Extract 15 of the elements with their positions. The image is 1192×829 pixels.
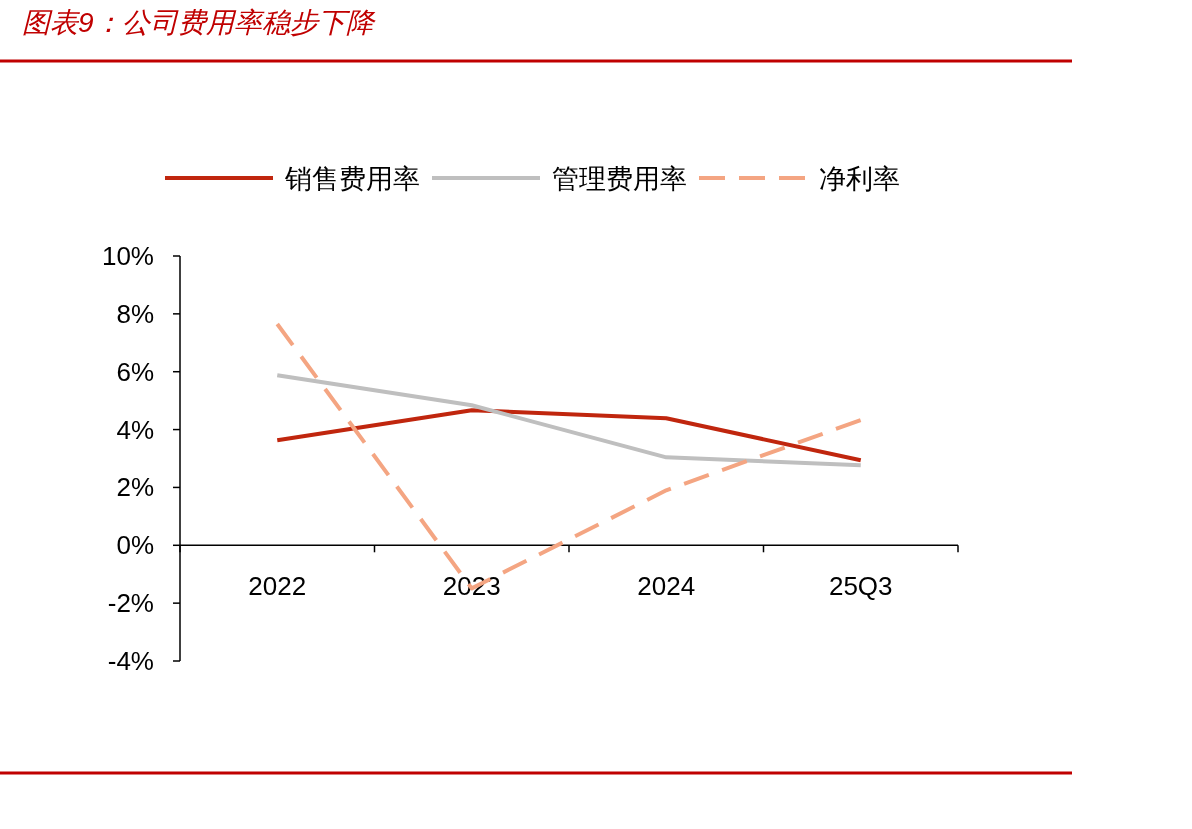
x-tick-label: 2024 xyxy=(637,571,696,602)
y-tick-label: 6% xyxy=(116,356,154,387)
legend-label: 净利率 xyxy=(819,164,900,194)
y-tick-label: 4% xyxy=(116,414,154,445)
y-tick-label: 10% xyxy=(101,241,154,271)
y-tick-label: 0% xyxy=(116,530,154,561)
y-tick-label: -4% xyxy=(107,646,154,676)
legend-label: 管理费用率 xyxy=(552,164,687,194)
y-tick-label: 2% xyxy=(116,472,154,503)
y-tick-label: -2% xyxy=(107,588,154,619)
x-tick-label: 2022 xyxy=(248,571,307,602)
x-tick-label: 25Q3 xyxy=(828,571,893,602)
y-tick-label: 8% xyxy=(116,298,154,329)
legend-label: 销售费用率 xyxy=(284,164,420,194)
chart-title: 图表9：公司费用率稳步下降 xyxy=(22,7,376,38)
